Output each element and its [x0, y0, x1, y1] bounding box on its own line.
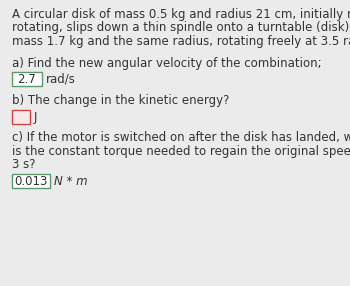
FancyBboxPatch shape: [12, 174, 50, 188]
FancyBboxPatch shape: [12, 72, 42, 86]
Text: a) Find the new angular velocity of the combination;: a) Find the new angular velocity of the …: [12, 57, 322, 69]
Text: 0.013: 0.013: [14, 175, 48, 188]
Text: N * m: N * m: [54, 175, 88, 188]
Text: is the constant torque needed to regain the original speed in: is the constant torque needed to regain …: [12, 145, 350, 158]
Text: rotating, slips down a thin spindle onto a turntable (disk) of: rotating, slips down a thin spindle onto…: [12, 21, 350, 35]
Text: rad/s: rad/s: [46, 73, 76, 86]
Text: b) The change in the kinetic energy?: b) The change in the kinetic energy?: [12, 94, 229, 107]
Text: 2.7: 2.7: [18, 73, 36, 86]
FancyBboxPatch shape: [12, 110, 30, 124]
Text: mass 1.7 kg and the same radius, rotating freely at 3.5 rad/s.: mass 1.7 kg and the same radius, rotatin…: [12, 35, 350, 48]
Text: 3 s?: 3 s?: [12, 158, 35, 172]
Text: c) If the motor is switched on after the disk has landed, what: c) If the motor is switched on after the…: [12, 132, 350, 144]
Text: A circular disk of mass 0.5 kg and radius 21 cm, initially not: A circular disk of mass 0.5 kg and radiu…: [12, 8, 350, 21]
Text: J: J: [34, 110, 37, 124]
